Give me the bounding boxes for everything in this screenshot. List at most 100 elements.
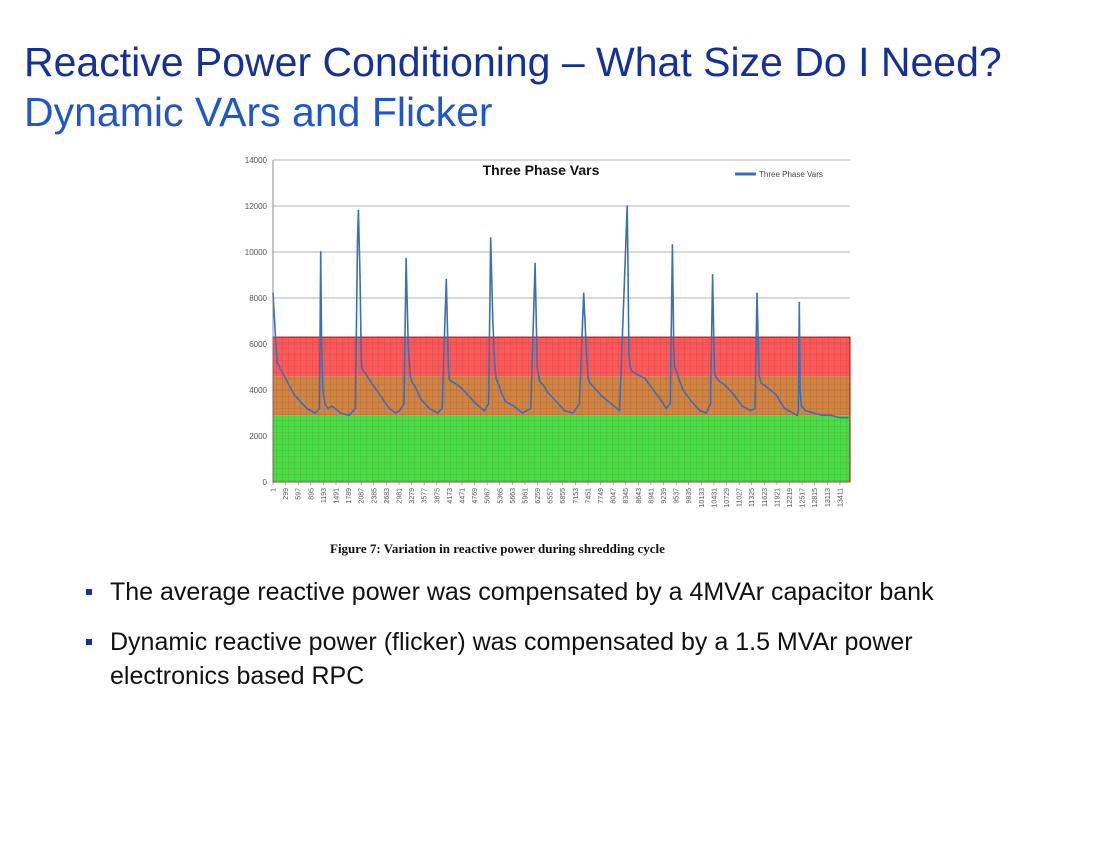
data-point: [671, 244, 674, 246]
data-point: [542, 384, 545, 387]
x-tick-label: 7451: [585, 488, 592, 504]
data-point: [601, 396, 604, 398]
bullet-item: Dynamic reactive power (flicker) was com…: [86, 625, 1086, 693]
y-tick-label: 4000: [249, 386, 267, 395]
x-tick-label: 597: [296, 488, 303, 500]
data-point: [411, 382, 414, 384]
band-grid-orange: [273, 376, 850, 416]
data-point: [362, 370, 365, 373]
x-tick-label: 7749: [598, 488, 605, 504]
data-point: [487, 402, 490, 405]
data-point: [369, 379, 372, 382]
x-tick-label: 13113: [825, 488, 832, 507]
data-point: [320, 343, 323, 345]
x-tick-label: 5663: [510, 488, 517, 504]
band-grid-green: [273, 415, 850, 482]
data-point: [578, 402, 581, 405]
data-point: [709, 402, 712, 405]
data-point: [410, 379, 413, 382]
data-point: [407, 343, 410, 345]
slide-subtitle: Dynamic VArs and Flicker: [24, 89, 493, 135]
data-point: [626, 205, 629, 207]
data-point: [718, 379, 720, 382]
data-point: [354, 407, 357, 410]
x-tick-label: 11623: [762, 488, 769, 507]
data-point: [622, 297, 625, 299]
x-tick-label: 6259: [535, 488, 542, 504]
data-point: [318, 407, 321, 410]
data-point: [534, 262, 536, 265]
bullet-marker: [86, 639, 92, 645]
figure-caption: Figure 7: Variation in reactive power du…: [330, 541, 665, 556]
chart-title: Three Phase Vars: [483, 162, 600, 178]
x-tick-label: 2087: [359, 488, 366, 504]
y-tick-label: 12000: [245, 202, 268, 211]
x-tick-label: 8941: [648, 488, 655, 504]
data-point: [758, 375, 760, 378]
y-tick-label: 0: [263, 478, 268, 487]
data-point: [319, 251, 322, 253]
data-point: [673, 366, 676, 368]
data-point: [413, 384, 416, 387]
data-point: [690, 400, 693, 403]
data-point: [301, 402, 304, 405]
x-tick-label: 895: [308, 488, 315, 500]
data-point: [276, 361, 279, 364]
data-point: [661, 400, 663, 403]
x-tick-label: 13411: [837, 488, 844, 507]
data-point: [563, 409, 566, 412]
data-point: [546, 391, 549, 394]
data-point: [357, 209, 360, 212]
bullet-item: The average reactive power was compensat…: [86, 575, 1086, 609]
data-point: [360, 366, 363, 368]
data-point: [830, 414, 832, 417]
data-point: [618, 409, 621, 412]
x-tick-label: 8345: [623, 488, 630, 504]
data-point: [475, 402, 477, 405]
y-tick-label: 8000: [249, 294, 267, 303]
data-point: [783, 407, 786, 410]
data-point: [813, 412, 815, 414]
data-point: [460, 386, 462, 389]
x-tick-label: 8047: [611, 488, 618, 504]
data-point: [741, 405, 744, 407]
data-point: [498, 384, 500, 387]
data-point: [652, 389, 655, 391]
data-point: [713, 373, 716, 375]
data-point: [585, 354, 588, 357]
x-tick-label: 11921: [774, 488, 781, 507]
data-point: [644, 377, 646, 380]
data-point: [628, 354, 630, 357]
data-point: [538, 379, 541, 382]
data-point: [409, 375, 412, 378]
data-point: [631, 370, 634, 373]
data-point: [453, 382, 456, 384]
legend-label: Three Phase Vars: [759, 170, 823, 179]
x-tick-label: 9835: [686, 488, 693, 504]
x-tick-label: 12219: [787, 488, 794, 508]
data-point: [800, 405, 803, 407]
data-point: [536, 366, 539, 368]
x-tick-label: 299: [283, 488, 290, 500]
data-point: [799, 389, 801, 391]
data-point: [749, 409, 752, 412]
x-tick-label: 8643: [636, 488, 643, 504]
data-point: [494, 366, 496, 368]
slide-title: Reactive Power Conditioning – What Size …: [24, 39, 1002, 85]
data-point: [724, 384, 727, 387]
data-point: [321, 389, 324, 391]
data-point: [356, 239, 359, 242]
data-point: [589, 382, 591, 384]
data-point: [359, 274, 361, 276]
x-tick-label: 2981: [397, 488, 404, 504]
x-tick-label: 6557: [548, 488, 555, 504]
data-point: [331, 405, 333, 407]
data-point: [441, 407, 443, 410]
x-tick-label: 4173: [447, 488, 454, 504]
data-point: [314, 412, 317, 414]
data-point: [495, 377, 498, 380]
x-tick-label: 9537: [674, 488, 681, 504]
data-point: [665, 407, 667, 410]
data-point: [513, 405, 515, 407]
x-tick-label: 1: [271, 488, 278, 492]
